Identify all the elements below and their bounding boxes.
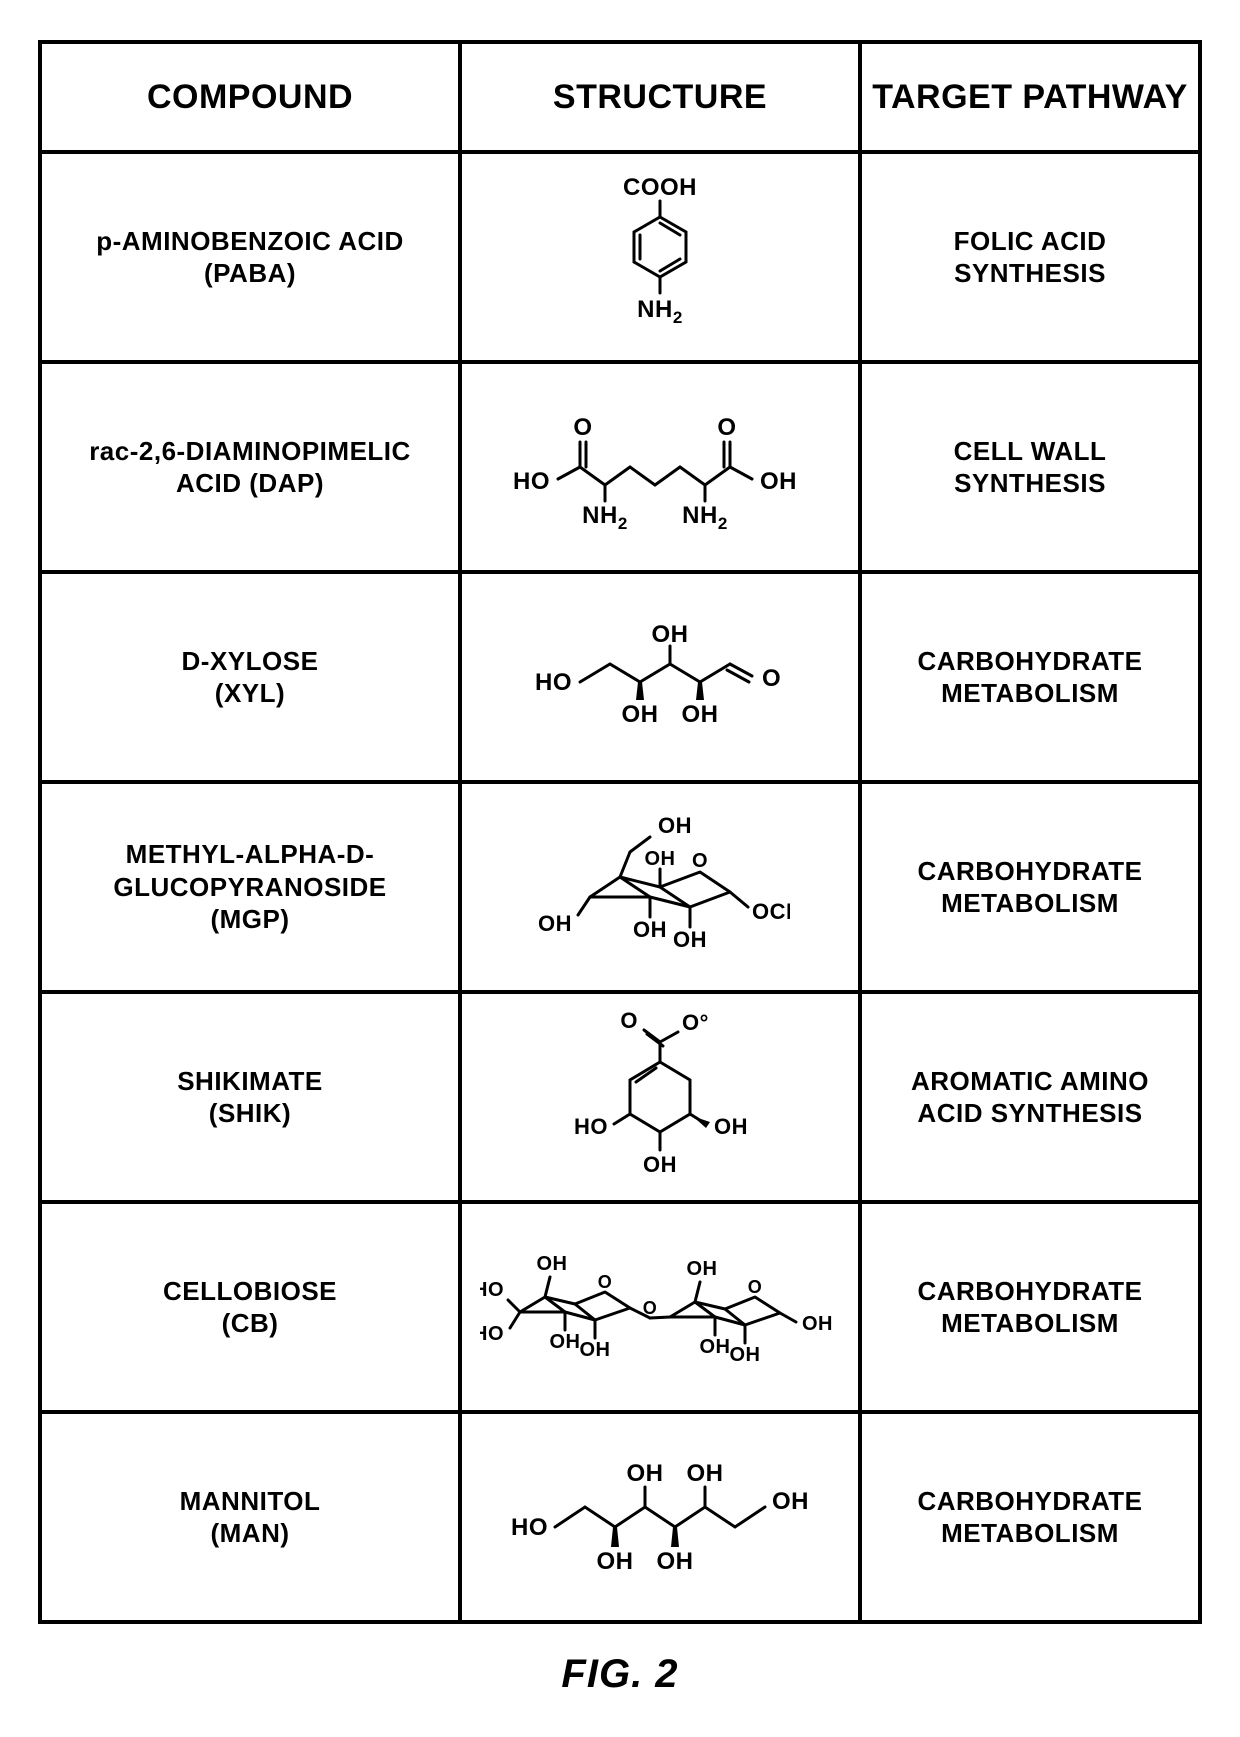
svg-text:OH: OH — [658, 813, 692, 838]
svg-text:OH: OH — [687, 1258, 718, 1280]
table-row: CELLOBIOSE (CB) — [40, 1202, 1200, 1412]
structure-cb: OH OH O O O HO HO OH OH OH OH OH — [460, 1202, 860, 1412]
svg-text:O: O — [643, 1298, 658, 1318]
svg-text:OH: OH — [687, 1460, 724, 1487]
structure-mgp: O OH OH OH OH OH OCH2 — [460, 782, 860, 992]
svg-text:O: O — [748, 1277, 763, 1297]
svg-text:OH: OH — [538, 911, 572, 936]
pathway: CARBOHYDRATE METABOLISM — [860, 1202, 1200, 1412]
svg-text:HO: HO — [513, 468, 550, 495]
svg-text:O: O — [573, 414, 592, 441]
table-row: METHYL-ALPHA-D- GLUCOPYRANOSIDE (MGP) — [40, 782, 1200, 992]
svg-text:NH2: NH2 — [682, 502, 728, 533]
svg-text:O: O — [717, 414, 736, 441]
svg-text:OH: OH — [643, 1152, 677, 1177]
svg-text:OH: OH — [673, 927, 707, 952]
structure-man: HO OH OH OH OH OH — [460, 1412, 860, 1622]
svg-text:O°: O° — [682, 1010, 709, 1035]
svg-text:OH: OH — [537, 1253, 568, 1275]
header-row: COMPOUND STRUCTURE TARGET PATHWAY — [40, 42, 1200, 152]
pathway: CARBOHYDRATE METABOLISM — [860, 782, 1200, 992]
col-structure: STRUCTURE — [460, 42, 860, 152]
svg-text:OH: OH — [700, 1336, 731, 1358]
svg-text:HO: HO — [574, 1114, 608, 1139]
pathway: FOLIC ACID SYNTHESIS — [860, 152, 1200, 362]
compound-table: COMPOUND STRUCTURE TARGET PATHWAY p-AMIN… — [38, 40, 1202, 1624]
compound-name: METHYL-ALPHA-D- GLUCOPYRANOSIDE (MGP) — [40, 782, 460, 992]
svg-text:OH: OH — [580, 1339, 611, 1361]
table-row: rac-2,6-DIAMINOPIMELIC ACID (DAP) — [40, 362, 1200, 572]
svg-text:HO: HO — [480, 1279, 504, 1301]
structure-shik: O O° HO OH OH — [460, 992, 860, 1202]
svg-text:OH: OH — [622, 701, 659, 728]
svg-text:HO: HO — [511, 1514, 548, 1541]
svg-text:NH2: NH2 — [582, 502, 628, 533]
col-target-pathway: TARGET PATHWAY — [860, 42, 1200, 152]
structure-dap: O O HO OH NH2 NH2 — [460, 362, 860, 572]
svg-text:OCH2: OCH2 — [752, 899, 790, 928]
pathway: CELL WALL SYNTHESIS — [860, 362, 1200, 572]
svg-text:OH: OH — [652, 621, 689, 648]
svg-text:O: O — [762, 665, 781, 692]
svg-text:OH: OH — [645, 848, 676, 870]
svg-text:OH: OH — [657, 1548, 694, 1575]
svg-text:OH: OH — [550, 1331, 581, 1353]
svg-text:O: O — [620, 1008, 638, 1033]
svg-text:NH2: NH2 — [637, 296, 683, 327]
structure-xyl: HO OH OH OH O — [460, 572, 860, 782]
svg-text:OH: OH — [730, 1344, 761, 1366]
structure-paba: COOH NH2 — [460, 152, 860, 362]
table-row: D-XYLOSE (XYL) — [40, 572, 1200, 782]
compound-name: rac-2,6-DIAMINOPIMELIC ACID (DAP) — [40, 362, 460, 572]
col-compound: COMPOUND — [40, 42, 460, 152]
svg-text:HO: HO — [480, 1323, 504, 1345]
svg-text:O: O — [692, 850, 708, 872]
figure-caption: FIG. 2 — [561, 1652, 678, 1697]
table-row: SHIKIMATE (SHIK) — [40, 992, 1200, 1202]
svg-text:OH: OH — [627, 1460, 664, 1487]
pathway: CARBOHYDRATE METABOLISM — [860, 572, 1200, 782]
svg-text:HO: HO — [535, 669, 572, 696]
svg-text:O: O — [598, 1272, 613, 1292]
table-row: p-AMINOBENZOIC ACID (PABA) — [40, 152, 1200, 362]
compound-name: MANNITOL (MAN) — [40, 1412, 460, 1622]
svg-text:OH: OH — [714, 1114, 748, 1139]
pathway: CARBOHYDRATE METABOLISM — [860, 1412, 1200, 1622]
compound-name: SHIKIMATE (SHIK) — [40, 992, 460, 1202]
compound-name: D-XYLOSE (XYL) — [40, 572, 460, 782]
svg-text:OH: OH — [682, 701, 719, 728]
compound-name: p-AMINOBENZOIC ACID (PABA) — [40, 152, 460, 362]
svg-text:OH: OH — [802, 1313, 833, 1335]
pathway: AROMATIC AMINO ACID SYNTHESIS — [860, 992, 1200, 1202]
svg-text:COOH: COOH — [623, 174, 697, 201]
svg-text:OH: OH — [772, 1488, 809, 1515]
svg-text:OH: OH — [760, 468, 797, 495]
svg-text:OH: OH — [597, 1548, 634, 1575]
compound-name: CELLOBIOSE (CB) — [40, 1202, 460, 1412]
table-row: MANNITOL (MAN) HO — [40, 1412, 1200, 1622]
svg-text:OH: OH — [633, 917, 667, 942]
